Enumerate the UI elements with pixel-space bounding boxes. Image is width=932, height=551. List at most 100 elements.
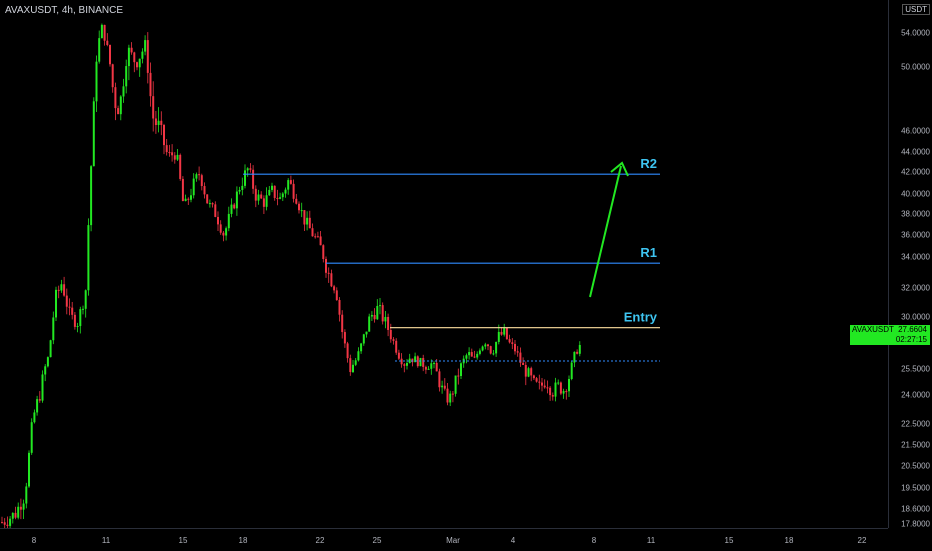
candle-body — [241, 185, 244, 190]
time-tick-label: 22 — [857, 536, 867, 545]
price-tick-label: 42.0000 — [901, 167, 930, 177]
chart-pane[interactable]: R2 R1 Entry AVAXUSDT, 4h, BINANCE — [0, 0, 888, 528]
candle-body — [314, 236, 317, 238]
candle-body — [295, 198, 298, 204]
candle-body — [408, 358, 411, 364]
candle-body — [198, 174, 201, 176]
candle-body — [92, 101, 95, 167]
candle-body — [422, 358, 425, 367]
price-axis[interactable]: USDT 58.000054.000050.000046.000044.0000… — [888, 0, 932, 529]
candle-body — [414, 356, 417, 363]
candle-body — [352, 364, 354, 373]
candle-body — [511, 342, 514, 344]
price-tick-label: 22.5000 — [901, 419, 930, 429]
candle-body — [527, 368, 530, 377]
candle-body — [160, 120, 163, 125]
candle-body — [30, 422, 33, 453]
candle-body — [208, 203, 211, 205]
candle-body — [154, 118, 157, 125]
price-tick-label: 21.5000 — [901, 440, 930, 450]
candle-body — [346, 343, 349, 359]
level-label-r2: R2 — [640, 156, 657, 171]
price-tick-label: 50.0000 — [901, 62, 930, 72]
candle-body — [376, 305, 379, 320]
price-chart[interactable]: R2 R1 Entry — [0, 0, 888, 528]
candle-body — [79, 309, 82, 327]
candle-body — [373, 314, 376, 320]
candle-body — [522, 362, 525, 366]
time-tick-label: 25 — [372, 536, 382, 545]
candle-body — [52, 317, 55, 341]
candle-body — [252, 169, 255, 189]
time-tick-label: 18 — [238, 536, 248, 545]
candle-body — [519, 352, 522, 363]
price-tick-label: 40.0000 — [901, 189, 930, 199]
candle-body — [44, 366, 47, 375]
candle-body — [338, 300, 341, 315]
candle-body — [327, 272, 330, 274]
candle-body — [117, 108, 120, 115]
time-tick-label: 8 — [591, 536, 597, 545]
candle-body — [138, 58, 141, 68]
currency-badge[interactable]: USDT — [902, 4, 930, 15]
arrow-up-annotation[interactable] — [589, 165, 622, 298]
candle-body — [111, 64, 114, 88]
current-price-tag: AVAXUSDT 27.6604 02:27:15 — [850, 325, 930, 345]
candle-body — [141, 51, 144, 59]
time-axis[interactable]: 8 11 15 18 22 25 Mar 4 8 11 15 18 22 — [0, 528, 888, 551]
candle-body — [146, 40, 149, 73]
candle-body — [484, 344, 487, 347]
candle-body — [335, 290, 338, 301]
candle-body — [543, 385, 546, 388]
candle-body — [370, 314, 373, 317]
candle-body — [357, 351, 360, 361]
candle-body — [179, 154, 182, 179]
candle-body — [55, 289, 57, 318]
candle-body — [9, 518, 12, 526]
candle-body — [451, 393, 454, 395]
candle-body — [152, 96, 155, 119]
candle-body — [125, 66, 128, 87]
level-label-entry: Entry — [624, 310, 658, 325]
candle-body — [427, 368, 430, 370]
candle-body — [106, 40, 109, 45]
price-tick-label: 30.0000 — [901, 312, 930, 322]
candle-body — [400, 358, 403, 365]
time-tick-label: 4 — [510, 536, 516, 545]
candle-body — [246, 168, 249, 171]
candle-body — [435, 362, 438, 372]
candle-body — [225, 228, 228, 236]
candle-body — [211, 203, 214, 205]
candle-body — [454, 375, 457, 394]
candle-body — [341, 314, 344, 333]
candle-body — [192, 178, 195, 196]
candle-body — [503, 327, 506, 335]
candle-body — [173, 155, 176, 160]
candle-body — [443, 385, 446, 389]
candle-body — [532, 375, 535, 379]
price-tick-label: 46.0000 — [901, 126, 930, 136]
candle-body — [360, 343, 363, 352]
candle-body — [343, 332, 346, 344]
candle-body — [268, 189, 271, 196]
candle-body — [411, 358, 414, 363]
candle-body — [325, 259, 327, 273]
candle-body — [446, 388, 449, 403]
candle-body — [190, 195, 192, 200]
candle-body — [184, 198, 187, 202]
candle-body — [98, 38, 101, 62]
candle-body — [424, 366, 427, 370]
candle-body — [119, 96, 122, 115]
candle-body — [430, 363, 433, 369]
candle-body — [349, 358, 352, 373]
candle-body — [514, 343, 516, 352]
candle-body — [387, 316, 390, 330]
candle-body — [365, 331, 368, 335]
price-tag-countdown: 02:27:15 — [895, 335, 927, 344]
candle-body — [478, 350, 481, 354]
candle-body — [516, 351, 519, 353]
candle-body — [465, 355, 468, 359]
candle-body — [168, 152, 171, 154]
candle-body — [368, 316, 371, 332]
candle-body — [389, 329, 392, 340]
